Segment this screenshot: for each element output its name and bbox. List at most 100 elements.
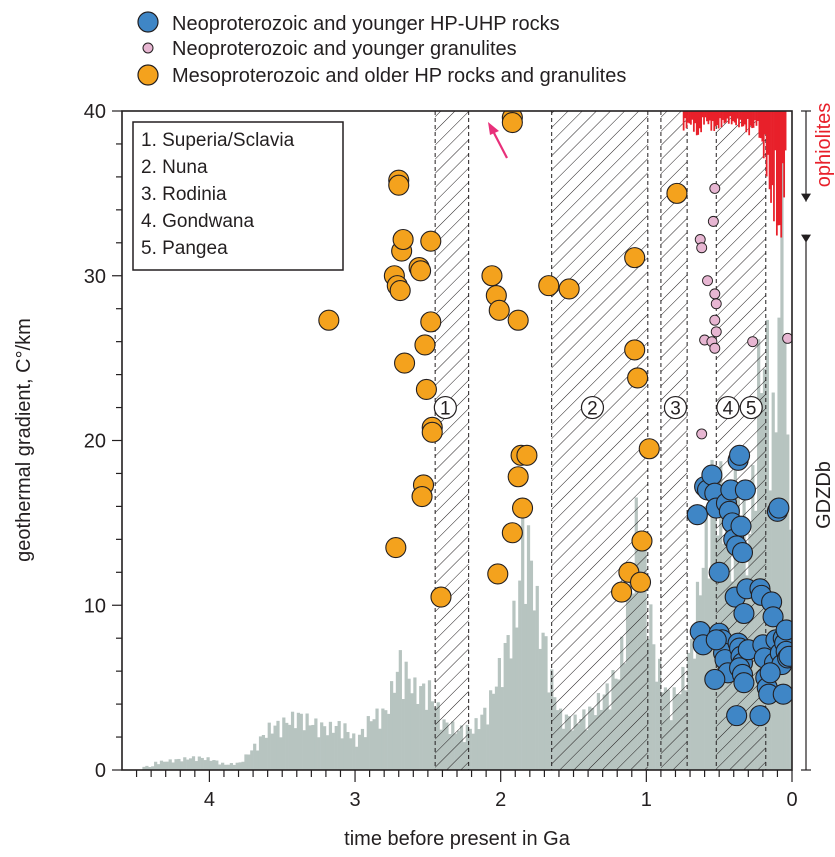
data-point [734, 479, 756, 501]
histogram-bar [159, 760, 164, 770]
histogram-bar [200, 757, 204, 770]
histogram-bar [154, 761, 158, 770]
data-point [481, 265, 503, 287]
histogram-bar [363, 737, 367, 770]
histogram-bar [250, 750, 254, 770]
histogram-bar [215, 760, 219, 770]
data-point [733, 602, 755, 625]
data-point [414, 334, 436, 356]
legend-marker-mesoproterozoic [137, 64, 159, 86]
y-tick-label: 20 [84, 431, 106, 453]
supercontinent-legend-item: 3. Rodinia [141, 184, 227, 205]
data-point [710, 326, 722, 338]
ophiolite-bar [742, 111, 745, 127]
ophiolite-bar [697, 111, 700, 135]
data-point [624, 247, 646, 269]
ophiolite-bar [780, 111, 783, 238]
x-tick-label: 0 [786, 789, 797, 811]
histogram-bar [183, 757, 187, 770]
histogram-bar [337, 721, 341, 770]
data-point [710, 298, 722, 310]
data-point [410, 260, 432, 282]
histogram-bar [229, 763, 233, 770]
ophiolite-bar [711, 111, 714, 122]
data-point [638, 438, 660, 460]
data-point [420, 311, 442, 333]
histogram-bar [273, 725, 277, 770]
histogram-bar [288, 724, 292, 770]
data-point [696, 242, 708, 254]
histogram-bar [780, 121, 784, 770]
ophiolite-bar [691, 111, 694, 120]
x-tick-label: 2 [495, 789, 506, 811]
ophiolite-bar [727, 111, 730, 124]
histogram-bar [221, 762, 225, 770]
x-tick-label: 3 [349, 789, 360, 811]
histogram-bar [194, 761, 199, 770]
highlight-arrow-shaft [493, 132, 508, 159]
ophiolite-bar [757, 111, 759, 122]
data-point [501, 522, 523, 544]
data-point [686, 504, 708, 526]
ophiolite-bar [733, 111, 736, 123]
highlight-arrow [488, 122, 508, 159]
ophiolite-bar [729, 111, 732, 117]
supercontinent-legend-box [132, 121, 344, 271]
histogram-bar [474, 718, 478, 770]
histogram-bar [480, 714, 484, 770]
histogram-bar [777, 317, 781, 770]
histogram-bar [532, 610, 536, 770]
histogram-bar [352, 733, 356, 770]
data-point [507, 309, 529, 331]
histogram-bar [247, 754, 251, 770]
data-point [558, 278, 580, 300]
histogram-bar [765, 319, 769, 770]
histogram-bar [142, 766, 146, 770]
legend-label-granulites: Neoproterozoic and younger granulites [172, 38, 517, 60]
y-tick-label: 30 [84, 266, 106, 288]
y-tick-label: 10 [84, 595, 106, 617]
supercontinent-legend-item: 5. Pangea [141, 238, 228, 259]
right-range-markers [801, 110, 811, 771]
data-point [733, 672, 755, 694]
ophiolite-bar [710, 111, 713, 131]
histogram-bar [692, 658, 697, 770]
band-label-text: 5 [746, 399, 757, 420]
y-axis: 0 10 20 30 40 [84, 101, 122, 782]
legend-label-mesoproterozoic: Mesoproterozoic and older HP rocks and g… [172, 65, 626, 87]
histogram-bar [698, 595, 702, 770]
histogram-bar [786, 434, 790, 770]
histogram-bar [212, 760, 216, 770]
data-point [704, 668, 726, 690]
ophiolite-bar [739, 111, 742, 120]
data-point [705, 629, 727, 651]
ophiolite-bar [749, 111, 752, 126]
x-axis-label: time before present in Ga [344, 828, 571, 850]
data-point [411, 485, 433, 508]
y-axis-label: geothermal gradient, C°/km [13, 318, 35, 562]
ophiolite-bar [708, 111, 711, 121]
histogram-bar [311, 724, 315, 770]
histogram-bar [494, 686, 499, 770]
histogram-bar [308, 725, 312, 770]
ophiolite-bar [707, 111, 710, 125]
data-point [707, 215, 719, 227]
data-points [318, 111, 792, 727]
histogram-bar [241, 761, 245, 770]
histogram-bar [244, 754, 248, 770]
histogram-bar [538, 648, 542, 770]
histogram-bar [410, 693, 414, 770]
histogram-bar [299, 713, 303, 770]
data-point [516, 444, 538, 466]
data-point [420, 230, 442, 252]
histogram-bar [226, 764, 231, 770]
supercontinent-band [435, 111, 469, 770]
histogram-bar [206, 757, 210, 770]
ophiolite-bar [690, 111, 692, 125]
histogram-bar [407, 678, 411, 770]
histogram-bar [401, 699, 405, 770]
ophiolite-bar [754, 111, 756, 121]
histogram-bar [191, 756, 196, 770]
histogram-bar [165, 761, 169, 770]
